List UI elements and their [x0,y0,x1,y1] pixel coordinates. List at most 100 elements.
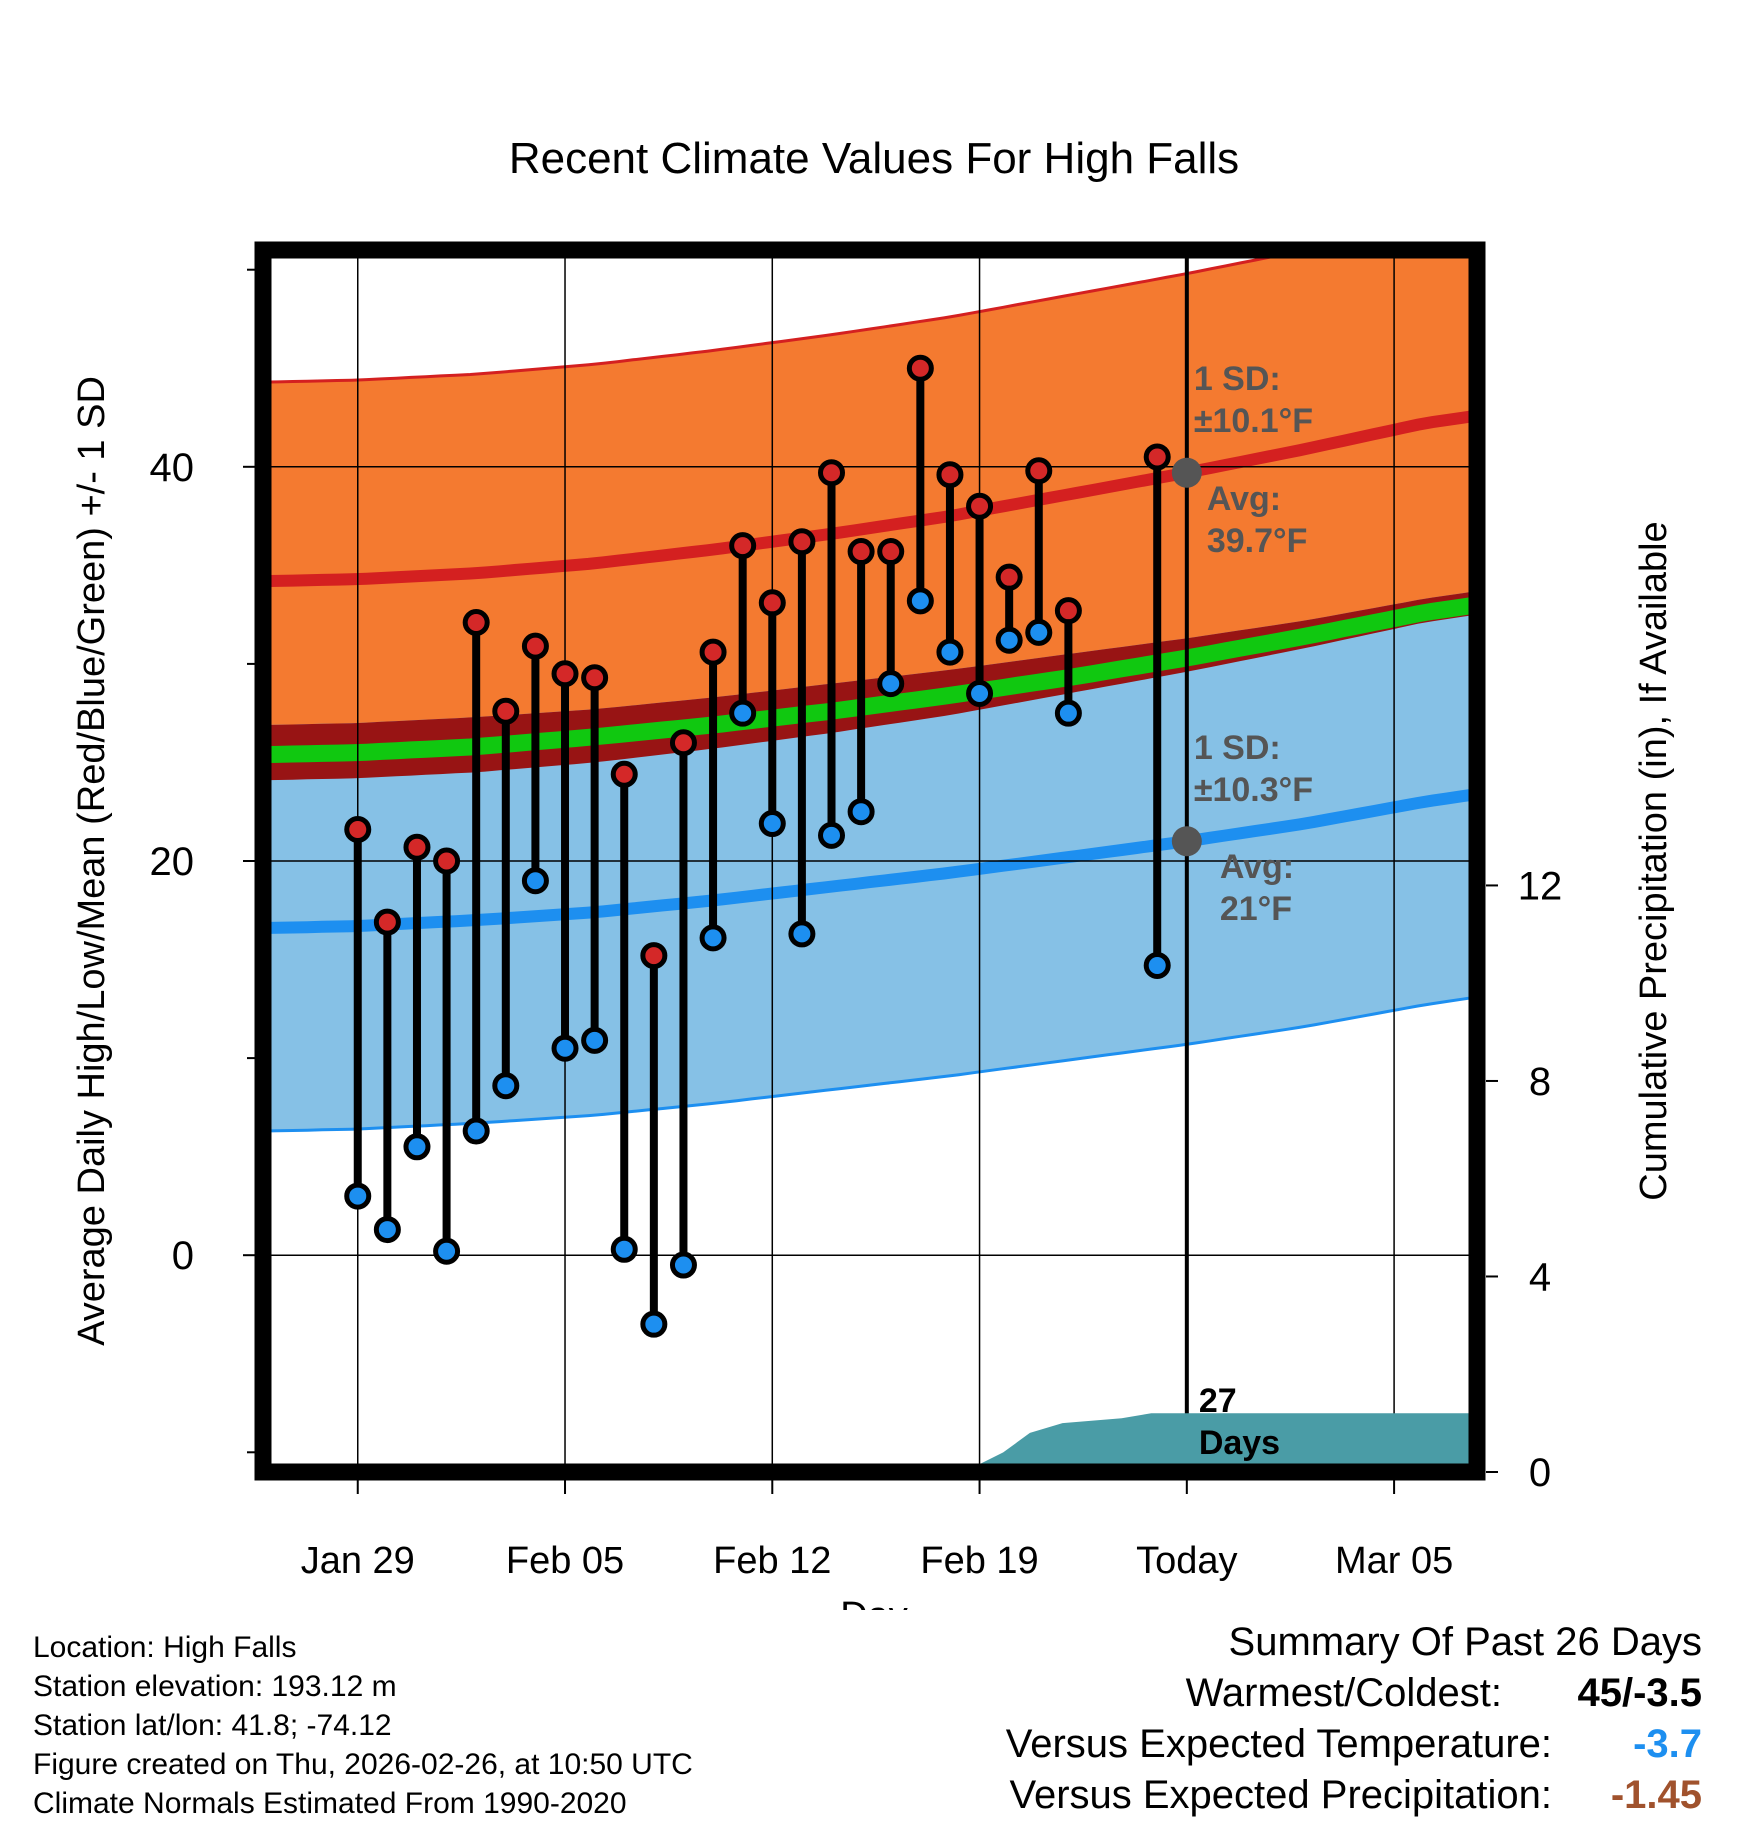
daily-high-point [966,492,994,520]
low-sd-label: 1 SD: [1194,729,1281,767]
daily-high-point [610,760,638,788]
daily-low-point [1025,618,1053,646]
high-sd-label: 1 SD: [1194,360,1281,398]
climate-chart: Recent Climate Values For High Falls 1 S… [71,134,1675,1610]
daily-high-point [521,632,549,660]
daily-low-point [966,679,994,707]
x-tick-label: Today [1136,1540,1237,1582]
high-avg-label: Avg: [1207,480,1281,518]
station-info: Location: High Falls Station elevation: … [33,1628,693,1823]
daily-high-point [729,532,757,560]
daily-high-point [877,538,905,566]
daily-low-point [492,1072,520,1100]
daily-high-point [581,664,609,692]
daily-low-point [403,1133,431,1161]
daily-high-point [551,660,579,688]
daily-high-point [788,528,816,556]
daily-low-point [462,1117,490,1145]
daily-low-point [877,670,905,698]
chart-title: Recent Climate Values For High Falls [509,134,1239,183]
normals-text: Climate Normals Estimated From 1990-2020 [33,1787,627,1820]
daily-low-point [729,699,757,727]
daily-high-point [433,847,461,875]
daily-low-point [581,1026,609,1054]
daily-high-point [1143,443,1171,471]
temp-vs-expected-label: Versus Expected Temperature: [1005,1722,1552,1766]
plot-frame [254,241,1486,1481]
normal-low-line [263,788,1477,934]
daily-low-point [1143,951,1171,979]
daily-low-point [788,920,816,948]
y-right-tick-label: 0 [1529,1451,1551,1495]
low-avg-value: 21°F [1220,890,1292,928]
summary-panel: Summary Of Past 26 Days Warmest/Coldest:… [802,1620,1702,1824]
daily-high-point [847,538,875,566]
location-text: Location: High Falls [33,1631,297,1664]
daily-low-point [818,821,846,849]
high-avg-value: 39.7°F [1207,522,1308,560]
x-tick-label: Feb 05 [506,1540,624,1582]
y-right-tick-label: 12 [1518,864,1563,908]
daily-low-point [521,867,549,895]
elevation-text: Station elevation: 193.12 m [33,1670,397,1703]
daily-low-point [610,1235,638,1263]
daily-high-point [699,638,727,666]
y-axis-label-left: Average Daily High/Low/Mean (Red/Blue/Gr… [71,376,113,1346]
daily-low-point [847,798,875,826]
high-sd-value: ±10.1°F [1194,402,1313,440]
daily-low-point [669,1251,697,1279]
y-axis-label-right: Cumulative Precipitation (in), If Availa… [1633,521,1675,1200]
y-left-tick-label: 40 [150,446,195,490]
daily-high-point [403,833,431,861]
daily-high-point [1054,597,1082,625]
daily-high-point [344,815,372,843]
daily-high-point [640,942,668,970]
x-tick-label: Mar 05 [1335,1540,1453,1582]
daily-low-point [1054,699,1082,727]
precip-vs-expected-value: -1.45 [1610,1773,1702,1817]
y-left-tick-label: 20 [150,840,195,884]
daily-high-point [492,697,520,725]
warmest-coldest-value: 45/-3.5 [1577,1671,1702,1715]
normal-high-line [263,409,1477,588]
daily-low-point [699,924,727,952]
daily-high-point [906,354,934,382]
low-sd-value: ±10.3°F [1194,771,1313,809]
daily-high-point [1025,457,1053,485]
daily-low-point [344,1182,372,1210]
precip-area [884,1413,1477,1472]
daily-high-point [995,563,1023,591]
low-avg-marker [1171,826,1202,857]
x-axis-label: Day [840,1595,908,1610]
days-label: Days [1199,1424,1280,1462]
x-tick-label: Jan 29 [301,1540,415,1582]
summary-title: Summary Of Past 26 Days [1228,1620,1702,1664]
days-count: 27 [1199,1382,1237,1420]
daily-low-point [995,626,1023,654]
daily-high-point [758,589,786,617]
y-right-tick-label: 4 [1529,1255,1551,1299]
daily-low-point [551,1034,579,1062]
x-tick-label: Feb 19 [920,1540,1038,1582]
daily-high-point [462,609,490,637]
warmest-coldest-label: Warmest/Coldest: [1185,1671,1502,1715]
y-right-tick-label: 8 [1529,1060,1551,1104]
created-text: Figure created on Thu, 2026-02-26, at 10… [33,1748,693,1781]
daily-high-point [936,461,964,489]
high-avg-marker [1171,457,1202,488]
daily-high-point [669,729,697,757]
precip-vs-expected-label: Versus Expected Precipitation: [1009,1773,1552,1817]
daily-low-point [758,810,786,838]
x-tick-label: Feb 12 [713,1540,831,1582]
daily-low-point [433,1237,461,1265]
daily-low-point [936,638,964,666]
temp-vs-expected-value: -3.7 [1633,1722,1702,1766]
daily-low-point [373,1216,401,1244]
daily-low-point [906,587,934,615]
low-avg-label: Avg: [1220,848,1294,886]
daily-high-point [818,459,846,487]
latlon-text: Station lat/lon: 41.8; -74.12 [33,1709,392,1742]
daily-high-point [373,908,401,936]
normal-mean-line [263,596,1477,764]
y-left-tick-label: 0 [172,1234,194,1278]
